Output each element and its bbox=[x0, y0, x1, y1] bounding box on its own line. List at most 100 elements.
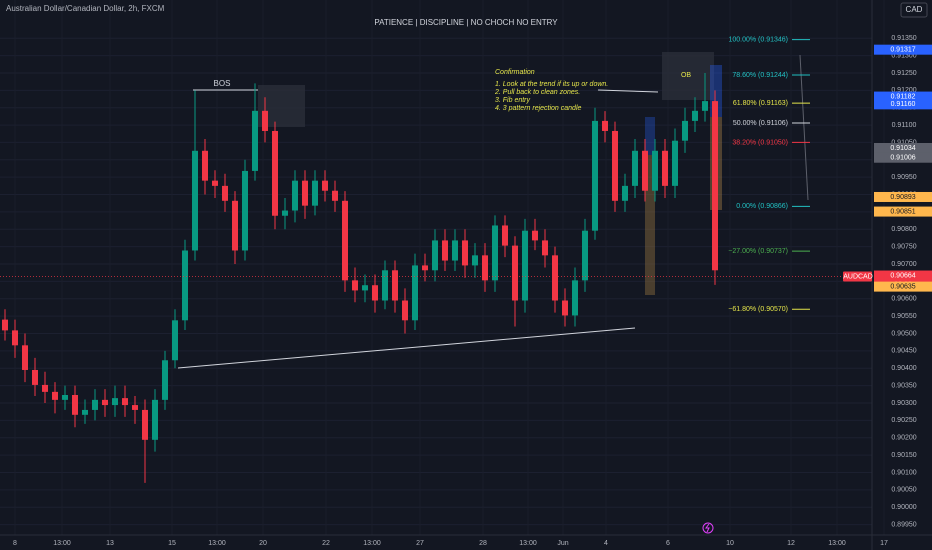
y-tick-label: 0.90200 bbox=[891, 435, 916, 442]
candle-body bbox=[492, 225, 498, 281]
candle-body bbox=[52, 391, 58, 400]
price-tag-label: 0.91160 bbox=[891, 101, 916, 108]
confirmation-line: 2. Pull back to clean zones. bbox=[494, 89, 580, 96]
candle-body bbox=[482, 255, 488, 281]
candle-body bbox=[112, 398, 118, 406]
candle-body bbox=[272, 130, 278, 216]
confirmation-line: 4. 3 pattern rejection candle bbox=[495, 105, 581, 112]
candle-body bbox=[572, 280, 578, 316]
y-tick-label: 0.90300 bbox=[891, 400, 916, 407]
y-tick-label: 0.90000 bbox=[891, 504, 916, 511]
y-tick-label: 0.91250 bbox=[891, 70, 916, 77]
candle-body bbox=[412, 265, 418, 321]
candle-body bbox=[582, 230, 588, 281]
candle-body bbox=[212, 180, 218, 186]
candle-body bbox=[442, 240, 448, 261]
current-price-label: 0.90664 bbox=[890, 272, 915, 279]
candle-body bbox=[562, 300, 568, 316]
symbol-tag-label: AUDCAD bbox=[843, 273, 873, 280]
candle-body bbox=[632, 150, 638, 186]
candle-body bbox=[322, 180, 328, 191]
candle-body bbox=[662, 150, 668, 186]
candle-body bbox=[522, 230, 528, 301]
y-tick-label: 0.91300 bbox=[891, 52, 916, 59]
candle-body bbox=[12, 330, 18, 346]
x-tick-label: 13:00 bbox=[828, 540, 846, 547]
candle-body bbox=[512, 245, 518, 301]
candle-body bbox=[622, 185, 628, 201]
candle-body bbox=[672, 140, 678, 186]
trend-line bbox=[177, 327, 636, 369]
candle-body bbox=[602, 120, 608, 131]
currency-label[interactable]: CAD bbox=[906, 5, 923, 14]
fib-level-label: −61.80% (0.90570) bbox=[728, 306, 788, 313]
y-tick-label: 0.90550 bbox=[891, 313, 916, 320]
y-tick-label: 0.91050 bbox=[891, 139, 916, 146]
x-tick-label: 8 bbox=[13, 540, 17, 547]
y-tick-label: 0.90600 bbox=[891, 296, 916, 303]
event-icon[interactable] bbox=[702, 522, 714, 534]
price-tag-label: 0.91006 bbox=[890, 155, 915, 162]
currency-button[interactable] bbox=[900, 2, 928, 18]
price-tag bbox=[874, 152, 932, 163]
candle-body bbox=[292, 180, 298, 211]
candle-body bbox=[72, 394, 78, 415]
y-tick-label: 0.90150 bbox=[891, 452, 916, 459]
y-tick-label: 0.90100 bbox=[891, 469, 916, 476]
confirmation-line: Confirmation bbox=[495, 69, 535, 76]
price-tag-label: 0.90851 bbox=[890, 208, 915, 215]
fib-trend-line bbox=[799, 54, 809, 201]
y-tick-label: 0.89950 bbox=[891, 521, 916, 528]
candle-body bbox=[432, 240, 438, 271]
candle-body bbox=[392, 270, 398, 301]
event-icon-bolt bbox=[705, 523, 710, 533]
candle-body bbox=[22, 345, 28, 370]
candle-body bbox=[162, 360, 168, 400]
candle-body bbox=[542, 240, 548, 256]
y-tick-label: 0.90450 bbox=[891, 348, 916, 355]
candle-body bbox=[42, 384, 48, 392]
price-tag bbox=[874, 142, 932, 153]
candle-body bbox=[312, 180, 318, 206]
candle-body bbox=[402, 300, 408, 321]
candle-body bbox=[222, 185, 228, 201]
price-tag-label: 0.91034 bbox=[890, 145, 915, 152]
price-tag bbox=[874, 99, 932, 110]
candle-body bbox=[152, 399, 158, 440]
candle-body bbox=[362, 285, 368, 291]
candle-body bbox=[172, 320, 178, 361]
x-tick-label: 13 bbox=[106, 540, 114, 547]
candle-body bbox=[382, 270, 388, 301]
price-tag bbox=[874, 206, 932, 217]
confirmation-line: 3. Fib entry bbox=[495, 97, 531, 104]
price-tag-label: 0.91317 bbox=[890, 47, 915, 54]
fib-level-label: 38.20% (0.91050) bbox=[732, 139, 788, 146]
candle-body bbox=[32, 369, 38, 385]
overlay: 100.00% (0.91346) 78.60% (0.91244) 61.80% … bbox=[0, 36, 872, 313]
candle-body bbox=[422, 265, 428, 271]
candle-body bbox=[552, 255, 558, 301]
x-tick-label: 10 bbox=[726, 540, 734, 547]
price-tag-label: 0.91182 bbox=[891, 93, 916, 100]
x-tick-label: 13:00 bbox=[519, 540, 537, 547]
candle-body bbox=[242, 170, 248, 251]
candle-body bbox=[102, 399, 108, 406]
x-tick-label: 13:00 bbox=[363, 540, 381, 547]
fib-level-label: 61.80% (0.91163) bbox=[733, 100, 788, 107]
ob-label: OB bbox=[681, 72, 691, 79]
price-tags: AUDCAD0.9066402:320.913170.911820.911600… bbox=[843, 44, 932, 292]
candle-body bbox=[132, 405, 138, 410]
symbol-tag bbox=[843, 271, 872, 282]
candle-body bbox=[302, 180, 308, 206]
x-tick-label: 17 bbox=[880, 540, 888, 547]
chart-title: PATIENCE | DISCIPLINE | NO CHOCH NO ENTR… bbox=[374, 18, 558, 27]
candle-body bbox=[702, 101, 708, 111]
x-tick-label: 27 bbox=[416, 540, 424, 547]
y-tick-label: 0.90750 bbox=[891, 243, 916, 250]
level-line bbox=[597, 89, 659, 93]
y-tick-label: 0.90250 bbox=[891, 417, 916, 424]
candle-body bbox=[262, 110, 268, 131]
price-tag bbox=[874, 191, 932, 202]
candle-body bbox=[612, 130, 618, 201]
